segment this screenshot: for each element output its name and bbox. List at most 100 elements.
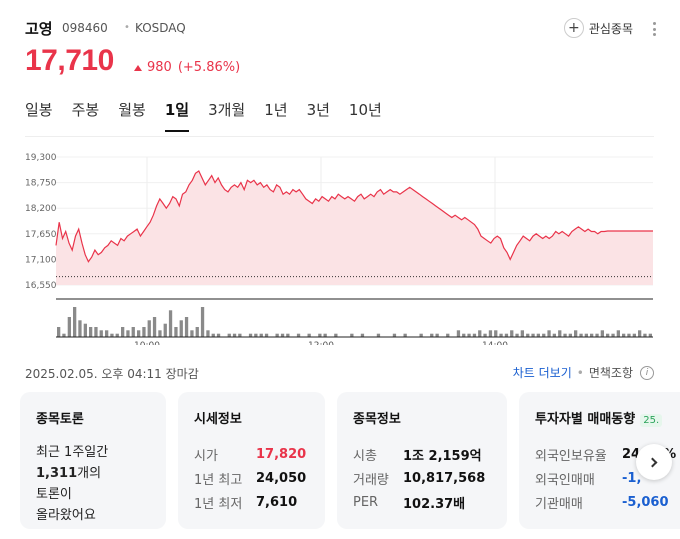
volume-bar xyxy=(360,333,365,337)
high52-value: 24,050 xyxy=(256,470,307,486)
volume-bar xyxy=(142,327,146,337)
tab-10year[interactable]: 10년 xyxy=(348,101,382,119)
low52-label: 1년 최저 xyxy=(194,496,243,512)
volume-bar xyxy=(446,333,450,337)
price-change: 980 (+5.86%) xyxy=(134,60,240,75)
volume-bar xyxy=(520,330,524,337)
tab-weekly[interactable]: 주봉 xyxy=(71,101,100,119)
quote-card[interactable]: 시세정보 시가 17,820 1년 최고 24,050 1년 최저 7,610 xyxy=(178,392,325,529)
volume-bar xyxy=(254,333,258,337)
chart-more-link[interactable]: 차트 더보기 xyxy=(512,366,572,380)
volume-bar xyxy=(147,320,151,337)
forum-card-text: 최근 1주일간 1,311개의 토론이 올라왔어요 xyxy=(36,442,166,526)
volume-bar xyxy=(472,333,477,337)
volume-bar xyxy=(499,333,503,337)
volume-bar xyxy=(392,333,397,337)
volume-bar xyxy=(616,330,620,337)
volume-bar xyxy=(307,333,311,337)
volume-bar xyxy=(403,333,407,337)
inst-trade-value: -5,060 xyxy=(622,494,669,510)
tab-3month[interactable]: 3개월 xyxy=(208,101,246,119)
tab-daily[interactable]: 일봉 xyxy=(25,101,53,119)
volume-bar xyxy=(542,333,546,337)
volume-bar xyxy=(478,330,482,337)
y-tick-label: 19,300 xyxy=(25,153,57,163)
forum-card[interactable]: 종목토론 최근 1주일간 1,311개의 토론이 올라왔어요 xyxy=(20,392,166,529)
volume-bar xyxy=(99,330,103,337)
per-row: PER 102.37배 xyxy=(353,490,507,514)
volume-bar xyxy=(504,333,509,337)
volume-bar xyxy=(179,320,183,337)
tab-1year[interactable]: 1년 xyxy=(264,101,288,119)
low52-row: 1년 최저 7,610 xyxy=(194,490,325,514)
investor-title-text: 투자자별 매매동향 xyxy=(535,412,636,427)
volume-bar xyxy=(483,333,487,337)
volume-bar xyxy=(590,333,594,337)
volume-bar xyxy=(334,333,338,337)
volume-bar xyxy=(632,333,636,337)
stock-market: KOSDAQ xyxy=(135,21,186,35)
volume-bar xyxy=(206,330,210,337)
volume-bar xyxy=(131,327,135,337)
volume-bar xyxy=(73,307,77,337)
volume-bar xyxy=(648,333,652,337)
volume-bar xyxy=(430,333,434,337)
y-tick-label: 17,650 xyxy=(25,230,57,240)
high52-row: 1년 최고 24,050 xyxy=(194,466,325,490)
volume-bar xyxy=(611,333,615,337)
volume-bar xyxy=(190,330,194,337)
volume-bar xyxy=(94,327,98,337)
disclaimer-link[interactable]: 면책조항 xyxy=(588,366,633,380)
current-price: 17,710 xyxy=(25,44,114,77)
volume-bar xyxy=(376,333,381,337)
tab-monthly[interactable]: 월봉 xyxy=(118,101,146,119)
volume-bar xyxy=(195,327,199,337)
volume-bar xyxy=(526,333,530,337)
volume-bar xyxy=(152,317,157,337)
tab-1day[interactable]: 1일 xyxy=(164,99,190,132)
open-label: 시가 xyxy=(194,448,218,464)
low52-value: 7,610 xyxy=(256,494,298,510)
volume-bar xyxy=(318,333,322,337)
forum-line1: 최근 1주일간 xyxy=(36,445,109,460)
volume-bar xyxy=(494,330,498,337)
volume-bar xyxy=(121,327,125,337)
volume-bar xyxy=(259,333,263,337)
price-line xyxy=(55,170,653,263)
volume-bar xyxy=(248,333,253,337)
x-tick-label: 10:00 xyxy=(134,341,160,345)
inst-trade-row: 기관매매 -5,060 xyxy=(535,490,680,514)
next-card-button[interactable] xyxy=(636,444,672,480)
more-vertical-icon[interactable] xyxy=(648,20,660,38)
info-card[interactable]: 종목정보 시총 1조 2,159억 거래량 10,817,568 PER 102.37… xyxy=(337,392,507,529)
volume-bar xyxy=(558,330,562,337)
info-icon[interactable]: i xyxy=(640,365,654,380)
volume-bar xyxy=(595,333,599,337)
volume-bar xyxy=(200,307,205,337)
intraday-chart[interactable]: 19,300 18,750 18,200 17,650 17,100 16,550 10:0… xyxy=(0,140,680,345)
add-favorite-button[interactable]: + 관심종목 xyxy=(563,18,633,38)
volume-bar xyxy=(264,333,269,337)
volume-bar xyxy=(275,333,279,337)
volume-bar xyxy=(296,333,301,337)
volume-bar xyxy=(115,333,119,337)
x-tick-label: 14:00 xyxy=(482,341,508,345)
forum-card-title: 종목토론 xyxy=(36,412,84,427)
volume-bar xyxy=(531,333,535,337)
volume-bar xyxy=(158,330,162,337)
forum-line3: 토론이 xyxy=(36,487,72,502)
volume-bar xyxy=(57,327,61,337)
tabs-divider xyxy=(25,136,654,137)
volume-bar xyxy=(488,330,493,337)
volume-bar xyxy=(323,333,327,337)
tab-3year[interactable]: 3년 xyxy=(306,101,330,119)
open-value: 17,820 xyxy=(256,446,307,462)
x-tick-label: 12:00 xyxy=(308,341,334,345)
high52-label: 1년 최고 xyxy=(194,472,243,488)
volume-bar xyxy=(286,333,290,337)
chevron-right-icon xyxy=(647,457,658,467)
foreign-trade-label: 외국인매매 xyxy=(535,472,595,488)
volume-bar xyxy=(419,333,423,337)
volume-bar xyxy=(462,333,466,337)
volume-bar xyxy=(238,333,242,337)
